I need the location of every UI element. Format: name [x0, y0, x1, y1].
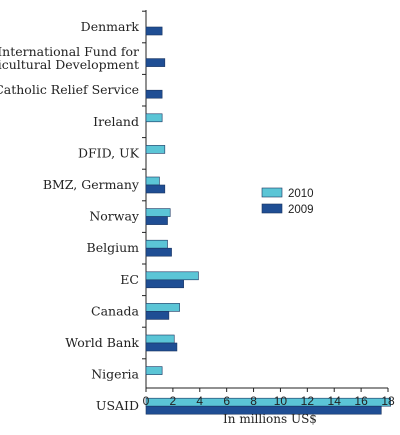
- category-label: DFID, UK: [78, 145, 140, 160]
- bar-2010: [145, 303, 180, 312]
- bar-2009: [145, 184, 166, 194]
- category-label: Norway: [89, 209, 140, 224]
- legend-swatch-2010: [261, 187, 283, 198]
- x-tick-label: 18: [381, 394, 395, 408]
- bar-2010: [145, 239, 168, 249]
- bar-2010: [145, 208, 171, 217]
- bar-2009: [145, 311, 170, 320]
- x-tick-label: 10: [274, 394, 288, 408]
- bar-2010: [145, 271, 199, 281]
- bar-2010: [145, 176, 160, 186]
- legend-swatch-2009: [261, 203, 283, 214]
- x-tick-label: 8: [250, 394, 257, 408]
- bar-2009: [145, 58, 166, 67]
- legend-label-2009: 2009: [288, 204, 314, 216]
- x-axis: 0 2 4 6 8 10 12 14 16 18: [143, 387, 395, 408]
- bar-2009: [145, 405, 382, 415]
- x-tick-label: 12: [301, 394, 315, 408]
- x-tick-label: 2: [170, 394, 177, 408]
- category-label: EC: [120, 272, 139, 287]
- bar-2010: [145, 366, 163, 375]
- category-label: Agricultural Development: [0, 57, 139, 72]
- bar-2009: [145, 342, 178, 352]
- bar-2009: [145, 247, 172, 257]
- category-label: BMZ, Germany: [43, 177, 140, 192]
- bar-2009: [145, 89, 163, 99]
- category-label: World Bank: [65, 335, 139, 350]
- x-axis-title: In millions US$: [223, 412, 317, 426]
- category-label: USAID: [96, 398, 139, 413]
- plot-area: [142, 10, 391, 415]
- bar-2009: [145, 26, 163, 36]
- x-tick-label: 0: [143, 394, 150, 408]
- bar-2009: [145, 216, 168, 225]
- category-label: Ireland: [93, 114, 139, 129]
- category-labels: Denmark International Fund forAgricultura…: [0, 19, 140, 413]
- bar-2010: [145, 334, 175, 344]
- bar-2010: [145, 145, 166, 154]
- x-tick-label: 6: [223, 394, 230, 408]
- legend-label-2010: 2010: [288, 188, 314, 200]
- category-label: Canada: [91, 303, 140, 318]
- x-tick-label: 4: [196, 394, 203, 408]
- bar-2009: [145, 279, 184, 289]
- category-label: Nigeria: [91, 367, 139, 382]
- category-label: International Fund for: [0, 44, 139, 59]
- x-tick-label: 16: [354, 394, 368, 408]
- bar-2010: [145, 113, 163, 123]
- legend: 2010 2009: [261, 187, 314, 216]
- category-label: Catholic Relief Service: [0, 82, 139, 97]
- category-label: Denmark: [81, 19, 140, 34]
- x-tick-label: 14: [328, 394, 342, 408]
- category-label: Belgium: [87, 240, 140, 255]
